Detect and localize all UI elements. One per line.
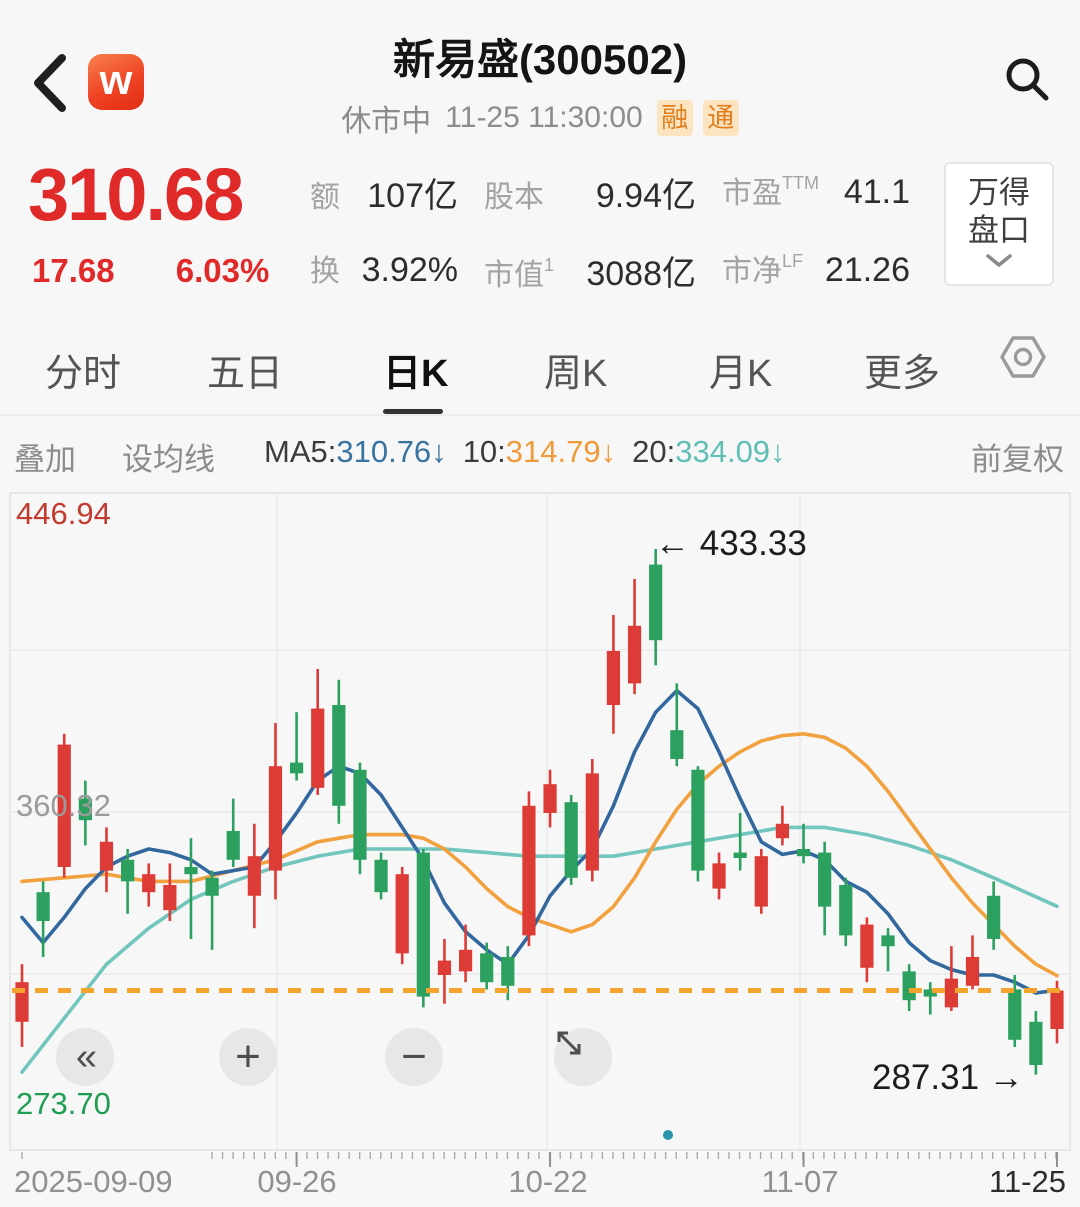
stat-value: 9.94亿 (595, 177, 696, 215)
expand-icon (557, 1031, 581, 1055)
x-label-end: 11-25 (989, 1164, 1066, 1199)
y-axis-mid-label: 360.32 (16, 788, 111, 823)
fullscreen-button[interactable] (554, 1028, 612, 1086)
magnifier-glyph (1006, 58, 1049, 101)
low-annotation: 287.31 → (872, 1058, 1024, 1098)
stat-turnover-rate: 换 3.92% (310, 246, 458, 289)
ma5-down-arrow-icon: ↓ (431, 434, 447, 469)
zoom-in-button[interactable]: + (219, 1028, 277, 1086)
ma10-down-arrow-icon: ↓ (600, 434, 617, 469)
status-row: 休市中 11-25 11:30:00 融 通 (0, 96, 1080, 140)
page-title: 新易盛(300502) (392, 36, 688, 83)
tab-daily-k[interactable]: 日K (383, 353, 449, 395)
back-button[interactable] (26, 52, 74, 114)
ma20-label: 20: (632, 434, 676, 469)
tab-monthly-k[interactable]: 月K (709, 353, 773, 395)
arrow-left-icon: ← (655, 524, 700, 563)
stat-market-cap: 市值1 3088亿 (484, 246, 696, 293)
market-status: 休市中 (341, 105, 432, 138)
candlestick-chart[interactable]: 446.94 360.32 273.70 ← 433.33 287.31 → «… (0, 488, 1080, 1207)
hex-nut-glyph (1000, 336, 1046, 378)
stat-share-capital: 股本 9.94亿 (484, 168, 696, 215)
price-change-percent: 6.03% (175, 252, 270, 289)
price-change: 17.68 (32, 252, 115, 289)
ma-bar: 叠加 设均线 MA5:310.76↓ 10:314.79↓ 20:334.09↓ 前… (0, 418, 1080, 488)
stats-grid: 额 107亿 股本 9.94亿 市盈TTM 41.1 换 3.92% 市值1 3… (310, 168, 910, 293)
stat-label: 市净LF (722, 251, 804, 288)
tab-intraday[interactable]: 分时 (45, 353, 122, 395)
low-annotation-value: 287.31 (872, 1058, 980, 1097)
stat-label: 换 (310, 255, 340, 288)
stat-value: 3.92% (361, 251, 458, 289)
header: w 新易盛(300502) 休市中 11-25 11:30:00 融 通 (0, 0, 1080, 148)
x-label: 10-22 (508, 1164, 588, 1199)
stat-label: 市值1 (484, 255, 555, 292)
pan-left-button[interactable]: « (56, 1028, 114, 1086)
quote-timestamp: 11-25 11:30:00 (445, 101, 643, 134)
stat-value: 41.1 (843, 173, 910, 211)
y-axis-max-label: 446.94 (16, 496, 111, 531)
set-ma-button[interactable]: 设均线 (122, 442, 215, 477)
stat-value: 107亿 (367, 177, 458, 215)
stat-label: 额 (310, 181, 340, 214)
period-tabs: 分时 五日 日K 周K 月K 更多 (0, 318, 1080, 416)
tab-more[interactable]: 更多 (864, 353, 941, 395)
chevron-down-icon (986, 254, 1012, 267)
stat-label: 股本 (484, 181, 544, 214)
stat-value: 21.26 (824, 251, 910, 289)
ma10-value: 314.79 (505, 434, 601, 469)
stat-pb-lf: 市净LF 21.26 (722, 246, 910, 289)
wind-app-logo-icon[interactable]: w (88, 54, 144, 110)
stat-label: 市盈TTM (722, 173, 819, 210)
forward-adjusted-button[interactable]: 前复权 (971, 442, 1064, 477)
stat-turnover-amount: 额 107亿 (310, 168, 458, 215)
ma20-down-arrow-icon: ↓ (770, 434, 786, 469)
quote-block: 310.68 17.68 6.03% 额 107亿 股本 9.94亿 市盈TTM… (0, 150, 1080, 318)
arrow-right-icon: → (979, 1058, 1024, 1097)
ma5-label: MA5: (264, 434, 337, 469)
current-price: 310.68 (28, 153, 244, 236)
x-axis-labels: 2025-09-09 09-26 10-22 11-07 11-25 (0, 1164, 1080, 1204)
high-annotation: ← 433.33 (655, 524, 807, 564)
chevron-left-icon (34, 54, 66, 112)
margin-badge: 融 (656, 100, 693, 136)
chart-settings-icon[interactable] (1000, 334, 1046, 380)
x-label: 11-07 (761, 1164, 839, 1199)
high-annotation-value: 433.33 (699, 524, 807, 563)
active-tab-underline (383, 409, 443, 414)
stat-pe-ttm: 市盈TTM 41.1 (722, 168, 910, 211)
ma10-label: 10: (462, 434, 506, 469)
wind-order-book-button[interactable]: 万得 盘口 (944, 162, 1054, 286)
ma20-value: 334.09 (675, 434, 771, 469)
ma5-value: 310.76 (336, 434, 432, 469)
x-label: 09-26 (257, 1164, 337, 1199)
search-icon[interactable] (1002, 54, 1052, 104)
y-axis-min-label: 273.70 (16, 1086, 111, 1121)
tab-weekly-k[interactable]: 周K (544, 353, 608, 395)
overlay-button[interactable]: 叠加 (14, 442, 76, 477)
wind-button-line2: 盘口 (968, 213, 1030, 248)
chart-canvas (9, 492, 1071, 1167)
stat-value: 3088亿 (586, 255, 696, 293)
tab-five-day[interactable]: 五日 (207, 353, 284, 395)
wind-button-line1: 万得 (968, 175, 1030, 210)
price-change-row: 17.68 6.03% (32, 252, 269, 290)
zoom-out-button[interactable]: − (385, 1028, 443, 1086)
securities-lending-badge: 通 (702, 100, 739, 136)
x-label-start: 2025-09-09 (14, 1164, 173, 1199)
ma-values: MA5:310.76↓ 10:314.79↓ 20:334.09↓ (264, 434, 786, 470)
